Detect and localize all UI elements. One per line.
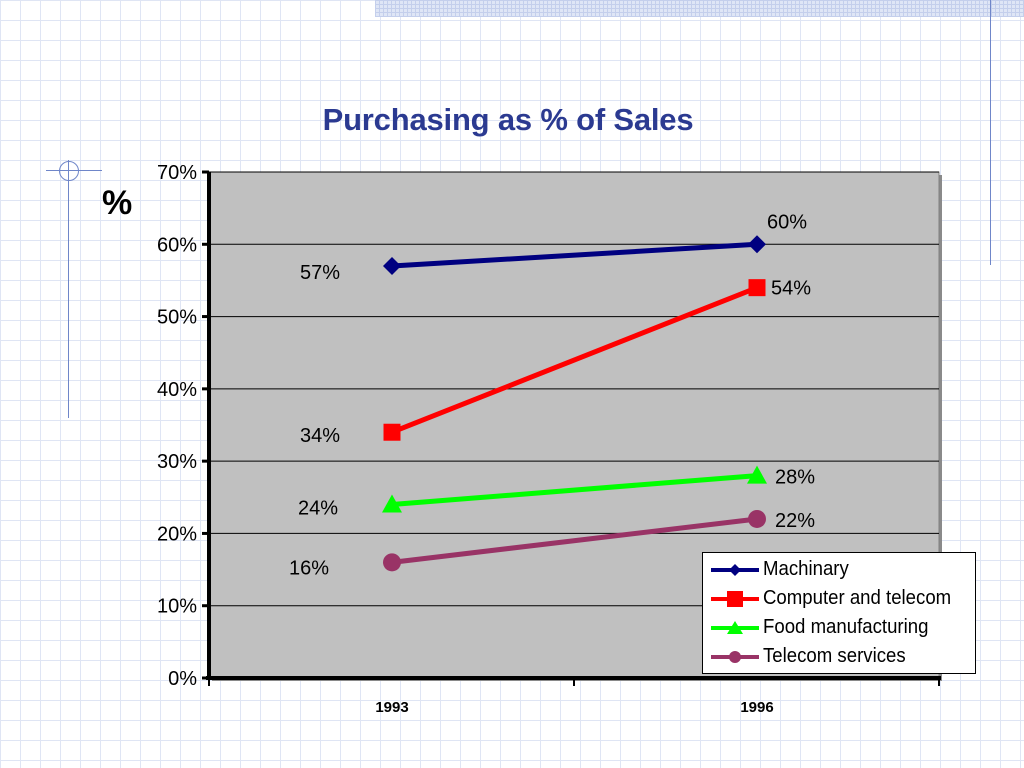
y-tick-label: 60% [157,234,197,256]
x-tick-label: 1996 [740,699,773,716]
data-label: 28% [775,467,815,489]
legend-label: Food manufacturing [763,616,929,638]
y-tick-label: 70% [157,162,197,184]
series-line [391,516,758,565]
y-tick-label: 20% [157,523,197,545]
series-line [391,241,758,269]
decorative-vertical-line-left [68,160,69,418]
y-tick-label: 0% [168,668,197,690]
data-point [382,494,402,513]
legend-swatch [711,620,759,634]
series-line [391,473,758,508]
data-point [383,423,401,441]
legend-marker [727,620,743,634]
legend-item: Computer and telecom [709,584,975,613]
legend-swatch [711,563,759,576]
decorative-circle [59,161,79,181]
data-point [747,465,767,484]
x-tick-label: 1993 [375,699,408,716]
data-label: 57% [300,262,340,284]
data-label: 16% [289,557,329,579]
data-label: 34% [300,425,340,447]
legend-item: Food manufacturing [709,613,975,642]
decorative-vertical-line-right [990,0,991,265]
data-label: 24% [298,498,338,520]
legend-label: Machinary [763,558,849,580]
slide-title: Purchasing as % of Sales [322,102,694,137]
data-label: 60% [767,211,807,233]
data-point [748,235,766,254]
data-label: 54% [771,278,811,300]
y-axis-unit-label: % [102,184,133,222]
chart-legend: Machinary Computer and telecom Food manufa… [702,552,976,674]
data-point [748,279,766,297]
y-tick-label: 40% [157,379,197,401]
legend-item: Telecom services [709,642,975,671]
data-label: 22% [775,510,815,532]
data-point [748,509,766,528]
y-tick-label: 30% [157,451,197,473]
series-line [391,285,758,435]
legend-label: Computer and telecom [763,587,952,609]
legend-swatch [711,650,759,663]
data-point [383,256,401,275]
legend-swatch [711,590,759,607]
y-tick-label: 50% [157,307,197,329]
y-tick-label: 10% [157,596,197,618]
legend-item: Machinary [709,555,975,584]
legend-marker [729,650,741,663]
legend-marker [729,563,741,576]
data-point [383,553,401,572]
legend-label: Telecom services [763,645,906,667]
legend-marker [727,590,743,607]
top-decorative-band [375,0,1024,17]
